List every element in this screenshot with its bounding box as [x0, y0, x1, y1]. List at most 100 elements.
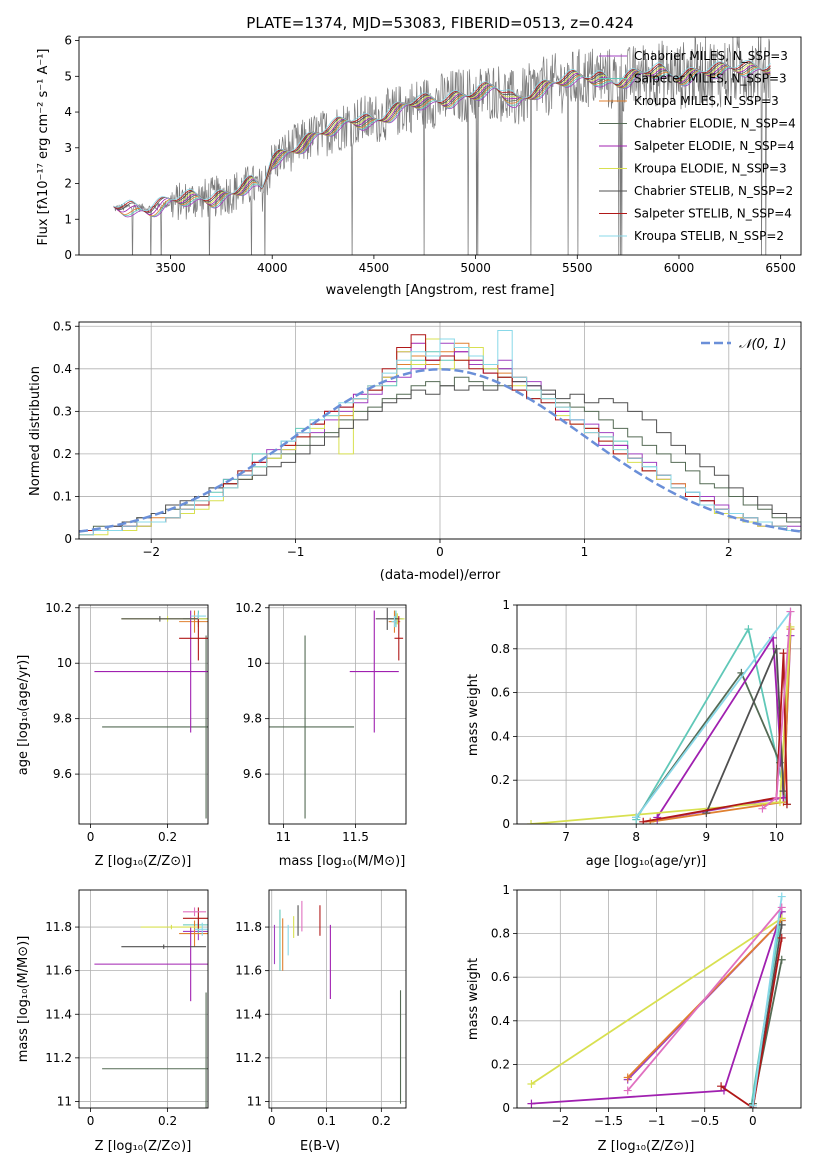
mass-vs-Z-xlabel: Z [log₁₀(Z/Z⊙)] [95, 1139, 192, 1154]
y-tick-label: 11.6 [235, 964, 262, 978]
x-tick-label: 0 [87, 1114, 95, 1128]
legend-label: Chabrier MILES, N_SSP=3 [634, 49, 788, 63]
weight-line [635, 611, 792, 818]
mass-vs-Z-panel: Z [log₁₀(Z/Z⊙)] mass [log₁₀(M/M⊙)] [16, 936, 191, 1154]
spectrum-model-line [113, 64, 771, 216]
x-tick-label: 8 [632, 830, 640, 844]
spectrum-data-line [113, 37, 771, 255]
mass-vs-EBV-axes: 0 0.1 0.2 11 11.2 11.4 11.6 11.8 [235, 890, 406, 1128]
residual-histogram-axes: −2 −1 0 1 2 0 0.1 0.2 0.3 0.4 0.5 [53, 319, 801, 559]
legend-label: 𝒩(0, 1) [739, 337, 786, 352]
weight-line [530, 626, 792, 824]
y-tick-label: 0.2 [491, 1057, 510, 1071]
mass-weight-vs-Z-frame [516, 889, 802, 1109]
y-tick-label: 0.6 [491, 970, 510, 984]
age-vs-Z-xlabel: Z [log₁₀(Z/Z⊙)] [95, 854, 192, 869]
weight-line [720, 937, 783, 1108]
weight-marker [623, 1086, 632, 1095]
histogram-legend: 𝒩(0, 1) [701, 337, 786, 352]
weight-marker [777, 903, 786, 912]
legend-label: Kroupa ELODIE, N_SSP=3 [634, 162, 787, 176]
y-tick-label: 0.5 [53, 319, 72, 333]
mass-weight-vs-age-panel: age [log₁₀(age/yr)] mass weight [466, 674, 706, 869]
spectrum-panel: wavelength [Angstrom, rest frame] Flux [… [36, 49, 554, 299]
x-tick-label: 2 [725, 545, 733, 559]
mass-vs-Z-ylabel: mass [log₁₀(M/M⊙)] [16, 936, 31, 1063]
x-tick-label: 6000 [664, 261, 695, 275]
y-tick-label: 11.2 [235, 1051, 262, 1065]
x-tick-label: −2 [142, 545, 160, 559]
weight-marker [717, 1082, 726, 1091]
y-tick-label: 0.8 [491, 642, 510, 656]
legend-label: Salpeter MILES, N_SSP=3 [634, 72, 787, 86]
weight-line [627, 906, 783, 1092]
y-tick-label: 9.8 [243, 712, 262, 726]
x-tick-label: 3500 [155, 261, 186, 275]
x-tick-label: 11 [276, 830, 291, 844]
y-tick-label: 0 [502, 1101, 510, 1115]
y-tick-label: 0.3 [53, 404, 72, 418]
mass-vs-EBV-panel: E(B-V) [300, 1139, 340, 1154]
y-tick-label: 1 [502, 598, 510, 612]
figure-title: PLATE=1374, MJD=53083, FIBERID=0513, z=0… [246, 14, 633, 32]
x-tick-label: 5000 [460, 261, 491, 275]
x-tick-label: 0.2 [158, 830, 177, 844]
y-tick-label: 3 [64, 141, 72, 155]
mass-weight-vs-age-ylabel: mass weight [466, 674, 481, 756]
y-tick-label: 10.2 [235, 601, 262, 615]
y-tick-label: 11 [247, 1094, 262, 1108]
x-tick-label: 6500 [765, 261, 796, 275]
y-tick-label: 11.6 [45, 964, 72, 978]
weight-marker [772, 793, 781, 802]
y-tick-label: 0.4 [491, 729, 510, 743]
weight-marker [527, 820, 536, 824]
weight-line [752, 896, 783, 1106]
weight-marker [782, 800, 791, 809]
x-tick-label: 0 [749, 1114, 757, 1128]
x-tick-label: −1.5 [594, 1114, 623, 1128]
x-tick-label: 5500 [562, 261, 593, 275]
x-tick-label: 1 [581, 545, 589, 559]
y-tick-label: 0 [64, 248, 72, 262]
spectrum-model-line [113, 62, 771, 214]
age-vs-mass-axes: 11 11.5 9.6 9.8 10 10.2 [235, 601, 406, 844]
x-tick-label: 0 [436, 545, 444, 559]
y-tick-label: 9.6 [243, 767, 262, 781]
x-tick-label: 7 [562, 830, 570, 844]
spectrum-ylabel: Flux [fλ10⁻¹⁷ erg cm⁻² s⁻¹ A⁻¹] [36, 49, 51, 246]
y-tick-label: 0.2 [491, 773, 510, 787]
weight-marker [744, 625, 753, 634]
y-tick-label: 10 [247, 656, 262, 670]
histogram-xlabel: (data-model)/error [380, 568, 501, 583]
mass-weight-vs-age-frame [516, 604, 802, 825]
mass-vs-EBV-frame [268, 889, 407, 1109]
age-vs-mass-points [269, 607, 405, 819]
y-tick-label: 0.8 [491, 927, 510, 941]
weight-marker [786, 622, 795, 631]
age-vs-Z-ylabel: age [log₁₀(age/yr)] [16, 655, 31, 776]
mass-vs-Z-frame [78, 889, 209, 1109]
mass-vs-EBV-points [273, 900, 402, 1104]
x-tick-label: 4000 [257, 261, 288, 275]
weight-line [635, 671, 781, 818]
age-vs-mass-frame [268, 604, 407, 825]
age-vs-Z-frame [78, 604, 209, 825]
weight-marker [632, 813, 641, 822]
legend-label: Kroupa STELIB, N_SSP=2 [634, 229, 784, 243]
histogram-ylabel: Normed distribution [28, 366, 43, 496]
mass-vs-Z-axes: 0 0.2 11 11.2 11.4 11.6 11.8 [45, 890, 208, 1128]
histogram-panel: (data-model)/error Normed distribution [28, 366, 501, 583]
x-tick-label: 4500 [359, 261, 390, 275]
mass-weight-vs-Z-panel: Z [log₁₀(Z/Z⊙)] mass weight [466, 958, 694, 1154]
y-tick-label: 0.4 [53, 362, 72, 376]
y-tick-label: 11.8 [45, 920, 72, 934]
weight-line [530, 917, 783, 1085]
weight-line [643, 653, 788, 823]
y-tick-label: 1 [64, 212, 72, 226]
y-tick-label: 0.2 [53, 447, 72, 461]
y-tick-label: 11 [57, 1094, 72, 1108]
y-tick-label: 2 [64, 177, 72, 191]
x-tick-label: 0.2 [158, 1114, 177, 1128]
spectrum-axes: 3500 4000 4500 5000 5500 6000 6500 0 1 2 3 4 5 6 [64, 34, 796, 275]
